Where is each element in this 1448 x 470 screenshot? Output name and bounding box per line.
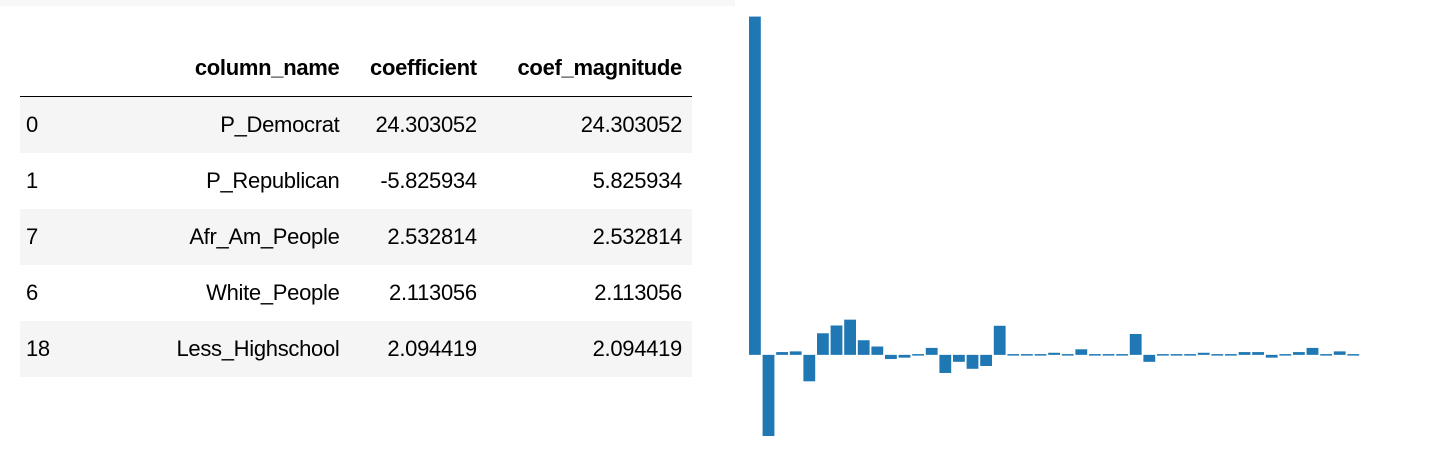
- bar-17: [980, 354, 992, 366]
- bar-3: [789, 351, 802, 355]
- cell-column-name: P_Republican: [146, 153, 350, 209]
- bar-24: [1075, 349, 1088, 355]
- cell-coef-magnitude: 2.532814: [486, 209, 692, 265]
- bar-0: [749, 16, 761, 355]
- coefficients-table: column_name coefficient coef_magnitude 0…: [20, 40, 692, 377]
- header-coef-magnitude: coef_magnitude: [486, 40, 692, 97]
- bar-19: [1007, 354, 1020, 356]
- bar-1: [762, 354, 775, 437]
- bar-39: [1279, 354, 1292, 356]
- bar-37: [1252, 352, 1264, 355]
- coefficients-table-container: column_name coefficient coef_magnitude 0…: [20, 40, 692, 377]
- bar-5: [817, 333, 829, 355]
- bar-7: [844, 319, 856, 355]
- row-index: 18: [20, 321, 146, 377]
- bar-6: [830, 325, 843, 355]
- cell-column-name: Afr_Am_People: [146, 209, 350, 265]
- bar-16: [966, 354, 979, 369]
- bar-chart-svg: [749, 16, 1360, 437]
- bar-43: [1333, 351, 1346, 355]
- bar-14: [939, 354, 952, 373]
- bar-2: [776, 352, 788, 355]
- bar-41: [1306, 347, 1319, 355]
- bar-20: [1021, 354, 1033, 356]
- row-index: 7: [20, 209, 146, 265]
- bar-15: [953, 354, 965, 362]
- bar-33: [1197, 352, 1210, 355]
- cell-coef-magnitude: 2.113056: [486, 265, 692, 321]
- cell-column-name: P_Democrat: [146, 96, 350, 153]
- table-row: 1 P_Republican -5.825934 5.825934: [20, 153, 692, 209]
- bar-31: [1170, 354, 1183, 356]
- header-index: [20, 40, 146, 97]
- table-row: 0 P_Democrat 24.303052 24.303052: [20, 96, 692, 153]
- table-row: 6 White_People 2.113056 2.113056: [20, 265, 692, 321]
- bar-34: [1211, 354, 1224, 356]
- bar-30: [1157, 354, 1169, 356]
- cell-coef-magnitude: 24.303052: [486, 96, 692, 153]
- bar-8: [857, 340, 870, 355]
- row-index: 0: [20, 96, 146, 153]
- bar-44: [1347, 354, 1360, 356]
- bar-12: [912, 354, 924, 356]
- bar-32: [1184, 354, 1196, 356]
- bar-38: [1265, 354, 1278, 358]
- table-header-row: column_name coefficient coef_magnitude: [20, 40, 692, 97]
- cell-column-name: Less_Highschool: [146, 321, 350, 377]
- bar-13: [925, 347, 938, 355]
- row-index: 6: [20, 265, 146, 321]
- bar-29: [1143, 354, 1156, 362]
- row-index: 1: [20, 153, 146, 209]
- cell-column-name: White_People: [146, 265, 350, 321]
- bar-26: [1102, 354, 1115, 356]
- bar-9: [871, 346, 884, 355]
- bar-40: [1293, 352, 1305, 355]
- header-coefficient: coefficient: [349, 40, 487, 97]
- cell-coef-magnitude: 5.825934: [486, 153, 692, 209]
- cell-coef-magnitude: 2.094419: [486, 321, 692, 377]
- bar-11: [898, 354, 911, 358]
- bar-36: [1238, 352, 1251, 355]
- cell-coefficient: 24.303052: [349, 96, 487, 153]
- bar-35: [1225, 354, 1237, 356]
- bar-21: [1034, 354, 1047, 356]
- bar-27: [1116, 354, 1128, 356]
- top-strip: [0, 0, 735, 6]
- bar-23: [1061, 354, 1074, 356]
- bar-10: [885, 354, 897, 360]
- bar-22: [1048, 352, 1060, 355]
- cell-coefficient: 2.113056: [349, 265, 487, 321]
- cell-coefficient: -5.825934: [349, 153, 487, 209]
- table-row: 7 Afr_Am_People 2.532814 2.532814: [20, 209, 692, 265]
- bar-25: [1089, 354, 1101, 356]
- bar-18: [993, 325, 1006, 355]
- coefficient-bar-chart: [740, 0, 1360, 470]
- header-column-name: column_name: [146, 40, 350, 97]
- bar-4: [803, 354, 816, 382]
- bar-42: [1320, 354, 1332, 356]
- bar-28: [1129, 333, 1142, 355]
- cell-coefficient: 2.094419: [349, 321, 487, 377]
- cell-coefficient: 2.532814: [349, 209, 487, 265]
- table-row: 18 Less_Highschool 2.094419 2.094419: [20, 321, 692, 377]
